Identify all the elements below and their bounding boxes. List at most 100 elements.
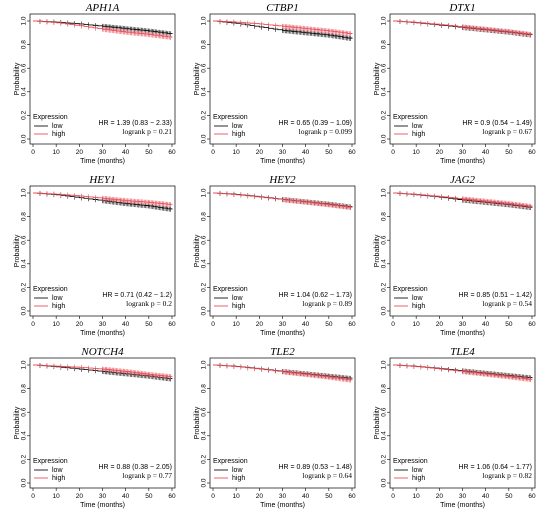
legend-title: Expression	[33, 114, 68, 121]
hazard-ratio: HR = 1.04 (0.62 − 1.73)	[278, 292, 352, 299]
logrank-p: logrank p = 0.54	[482, 299, 532, 308]
logrank-p: logrank p = 0.64	[302, 471, 352, 480]
y-tick-label: 1.0	[21, 16, 28, 25]
x-tick-label: 0	[31, 493, 35, 500]
chart-title: NOTCH4	[80, 346, 124, 358]
x-tick-label: 50	[325, 493, 333, 500]
x-tick-label: 10	[233, 149, 241, 156]
y-tick-label: 0.8	[201, 212, 208, 221]
y-tick-label: 1.0	[201, 188, 208, 197]
y-tick-label: 1.0	[201, 16, 208, 25]
legend-label-high: high	[412, 131, 425, 138]
legend-label-high: high	[232, 131, 245, 138]
x-tick-label: 30	[459, 149, 467, 156]
x-tick-label: 40	[122, 149, 130, 156]
x-tick-label: 0	[391, 493, 395, 500]
logrank-p: logrank p = 0.67	[482, 127, 532, 136]
chart-title: HEY1	[88, 174, 115, 186]
logrank-p: logrank p = 0.77	[122, 471, 172, 480]
y-axis-label: Probability	[14, 406, 21, 439]
x-axis-label: Time (months)	[440, 158, 485, 165]
x-tick-label: 60	[528, 493, 536, 500]
y-tick-label: 1.0	[21, 188, 28, 197]
x-axis-label: Time (months)	[260, 330, 305, 337]
x-tick-label: 30	[99, 149, 107, 156]
x-tick-label: 20	[256, 321, 264, 328]
hazard-ratio: HR = 0.65 (0.39 − 1.09)	[278, 120, 352, 127]
x-tick-label: 40	[482, 321, 490, 328]
panel-tle2: TLE2 0.0 0.2 0.4 0.6 0.8 1.0 0 10 20 30 40 50 60 Time …	[194, 346, 356, 509]
chart-title: APH1A	[85, 2, 120, 14]
x-tick-label: 20	[256, 493, 264, 500]
y-tick-label: 0.6	[21, 63, 28, 72]
chart-title: DTX1	[448, 2, 475, 14]
x-tick-label: 50	[325, 149, 333, 156]
legend-label-low: low	[232, 295, 243, 302]
y-tick-label: 1.0	[381, 16, 388, 25]
y-tick-label: 0.4	[201, 259, 208, 268]
x-tick-label: 0	[211, 149, 215, 156]
x-tick-label: 40	[302, 149, 310, 156]
x-tick-label: 40	[482, 149, 490, 156]
y-tick-label: 0.6	[21, 235, 28, 244]
y-tick-label: 0.8	[381, 384, 388, 393]
censor-marks-high	[39, 19, 171, 40]
x-axis-label: Time (months)	[80, 158, 125, 165]
y-axis-label: Probability	[374, 406, 381, 439]
legend-label-low: low	[412, 467, 423, 474]
y-tick-label: 0.0	[201, 306, 208, 315]
x-tick-label: 0	[391, 321, 395, 328]
x-tick-label: 40	[302, 321, 310, 328]
x-tick-label: 10	[233, 493, 241, 500]
chart-title: JAG2	[450, 174, 476, 186]
hazard-ratio: HR = 0.89 (0.53 − 1.48)	[278, 464, 352, 471]
x-tick-label: 50	[145, 321, 153, 328]
panel-tle4: TLE4 0.0 0.2 0.4 0.6 0.8 1.0 0 10 20 30 40 50 60 Time …	[374, 346, 536, 509]
censor-marks-high	[39, 190, 171, 208]
censor-marks-high	[399, 190, 531, 209]
chart-title: HEY2	[268, 174, 296, 186]
y-axis-label: Probability	[14, 234, 21, 267]
y-tick-label: 0.8	[201, 384, 208, 393]
y-axis-label: Probability	[374, 62, 381, 95]
censor-marks-high	[39, 362, 171, 380]
legend-label-low: low	[412, 123, 423, 130]
hazard-ratio: HR = 0.85 (0.51 − 1.42)	[458, 292, 532, 299]
chart-title: CTBP1	[266, 2, 298, 14]
y-axis-label: Probability	[374, 234, 381, 267]
x-tick-label: 20	[76, 493, 84, 500]
y-tick-label: 0.2	[381, 455, 388, 464]
y-tick-label: 0.2	[201, 111, 208, 120]
y-tick-label: 0.4	[21, 259, 28, 268]
y-tick-label: 0.0	[21, 478, 28, 487]
x-tick-label: 30	[459, 321, 467, 328]
legend-title: Expression	[33, 286, 68, 293]
censor-marks-high	[219, 362, 351, 383]
x-tick-label: 50	[505, 321, 513, 328]
x-tick-label: 20	[76, 321, 84, 328]
y-tick-label: 0.8	[21, 384, 28, 393]
y-tick-label: 0.6	[201, 407, 208, 416]
y-tick-label: 0.4	[201, 87, 208, 96]
x-tick-label: 60	[528, 321, 536, 328]
legend-label-low: low	[232, 467, 243, 474]
hazard-ratio: HR = 0.9 (0.54 − 1.49)	[462, 120, 532, 127]
panel-ctbp1: CTBP1 0.0 0.2 0.4 0.6 0.8 1.0 0 10 20 30 40 50 60 Time…	[194, 2, 356, 165]
y-tick-label: 0.4	[381, 259, 388, 268]
x-tick-label: 30	[279, 493, 287, 500]
y-tick-label: 0.2	[21, 455, 28, 464]
legend-label-high: high	[232, 303, 245, 310]
x-tick-label: 30	[279, 321, 287, 328]
y-tick-label: 0.8	[381, 40, 388, 49]
legend-label-high: high	[412, 475, 425, 482]
x-tick-label: 30	[459, 493, 467, 500]
y-axis-label: Probability	[194, 234, 201, 267]
x-tick-label: 40	[302, 493, 310, 500]
y-axis-label: Probability	[194, 62, 201, 95]
x-tick-label: 20	[256, 149, 264, 156]
legend-title: Expression	[393, 458, 428, 465]
panel-jag2: JAG2 0.0 0.2 0.4 0.6 0.8 1.0 0 10 20 30 40 50 60 Time …	[374, 174, 536, 337]
x-tick-label: 20	[436, 493, 444, 500]
